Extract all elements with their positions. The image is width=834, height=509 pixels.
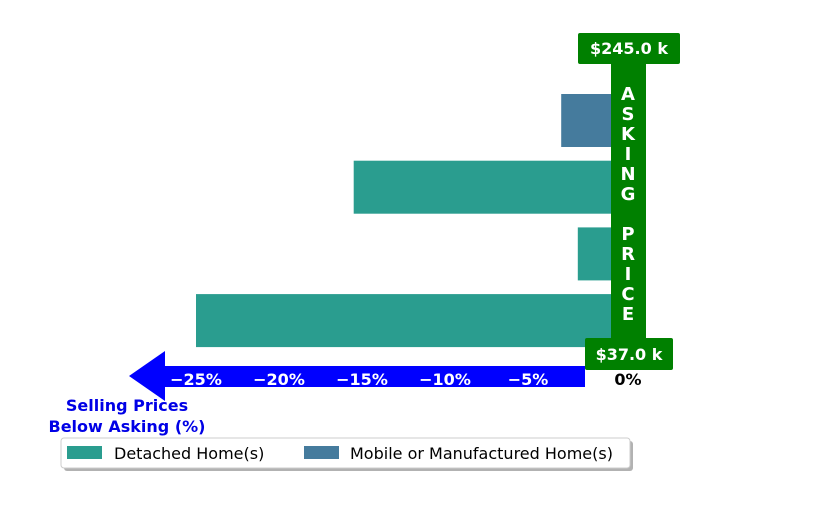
bar-1: [353, 160, 611, 214]
x-axis-title: Selling Prices Below Asking (%): [49, 396, 206, 436]
asking-price-letter: S: [622, 104, 635, 125]
asking-price-min-box: [585, 338, 673, 370]
bar-2: [577, 227, 611, 281]
asking-price-letter: C: [621, 284, 634, 305]
legend-box: [60, 437, 631, 469]
x-tick-label: −10%: [419, 370, 471, 389]
x-tick-label: −15%: [336, 370, 388, 389]
bar-0: [561, 94, 611, 147]
legend-label-detached: Detached Home(s): [114, 444, 264, 463]
asking-price-letter: N: [620, 164, 635, 185]
legend-label-mobile: Mobile or Manufactured Home(s): [350, 444, 613, 463]
x-axis-arrow: [129, 351, 585, 401]
asking-price-letter: A: [621, 84, 635, 105]
legend-swatch-detached: [67, 446, 102, 459]
asking-price-letter: P: [621, 224, 634, 245]
x-axis-title-line-2: Below Asking (%): [49, 417, 206, 436]
asking-price-max-label: $245.0 k: [590, 39, 668, 58]
asking-price-bar: [611, 62, 646, 341]
asking-price-max-box: [578, 33, 680, 64]
x-tick-label: −5%: [508, 370, 549, 389]
asking-price-min-label: $37.0 k: [596, 345, 663, 364]
x-axis-title-line-1: Selling Prices: [66, 396, 188, 415]
asking-price-letter: E: [622, 304, 634, 325]
legend-swatch-mobile: [304, 446, 339, 459]
asking-price-letter: G: [621, 184, 636, 205]
bar-3: [196, 294, 611, 348]
asking-price-letter: I: [625, 264, 632, 285]
asking-price-letter: I: [625, 144, 632, 165]
legend: Detached Home(s) Mobile or Manufactured …: [60, 437, 633, 471]
x-tick-label: −25%: [170, 370, 222, 389]
asking-price-letter: R: [621, 244, 635, 265]
asking-price-letter: K: [621, 124, 636, 145]
bars-group: [196, 94, 611, 348]
x-tick-label: 0%: [614, 370, 641, 389]
x-ticks-group: −25% −20% −15% −10% −5% 0%: [170, 370, 641, 389]
x-tick-label: −20%: [253, 370, 305, 389]
x-axis-arrow-shape: [129, 351, 585, 401]
